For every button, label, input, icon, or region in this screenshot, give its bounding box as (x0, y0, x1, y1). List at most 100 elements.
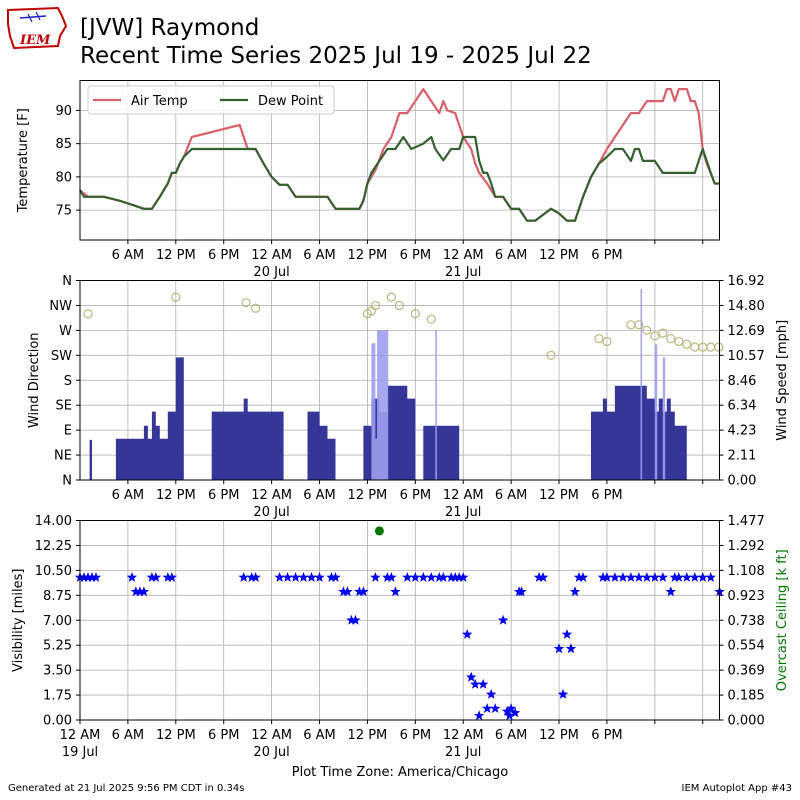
title-station: [JVW] Raymond (80, 15, 260, 41)
x-tick-label: 6 PM (400, 728, 431, 743)
visibility-marker (150, 572, 162, 582)
chart-title: [JVW] Raymond Recent Time Series 2025 Ju… (80, 14, 592, 70)
wind-direction-marker (546, 350, 556, 360)
visibility-marker (426, 572, 437, 582)
wind-direction-tick-label: E (64, 424, 72, 439)
date-label: 20 Jul (253, 745, 289, 760)
visibility-marker (246, 572, 257, 582)
visibility-marker (418, 572, 429, 582)
x-tick-label: 12 AM (251, 488, 292, 503)
wind-direction-marker (658, 328, 668, 338)
dew-point-line (79, 135, 720, 222)
visibility-marker (290, 572, 301, 582)
wind-speed-tick-label: 14.80 (728, 299, 765, 314)
visibility-marker (130, 586, 142, 597)
visibility-marker (298, 572, 309, 582)
visibility-marker (697, 572, 708, 582)
visibility-marker (474, 710, 485, 721)
wind-direction-marker (410, 309, 420, 319)
wind-direction-tick-label: NE (54, 449, 72, 464)
visibility-tick-label: 3.50 (43, 664, 72, 679)
app-note: IEM Autoplot App #43 (681, 783, 792, 794)
wind-speed-tick-label: 0.00 (728, 474, 757, 489)
visibility-marker (306, 572, 317, 582)
x-tick-label: 6 PM (400, 248, 431, 263)
visibility-marker (434, 572, 445, 582)
visibility-marker (342, 586, 353, 597)
visibility-tick-label: 1.75 (43, 689, 72, 704)
panel-frame (79, 520, 720, 721)
visibility-marker (665, 586, 676, 597)
visibility-marker (477, 678, 489, 689)
x-tick-label: 12 AM (443, 488, 484, 503)
x-tick-label: 12 PM (348, 728, 388, 743)
ceiling-tick-label: 0.923 (728, 589, 765, 604)
legend-box (87, 85, 335, 115)
visibility-tick-label: 12.25 (35, 539, 72, 554)
visibility-marker (505, 703, 517, 713)
wind-direction-marker (171, 292, 181, 302)
visibility-marker (274, 572, 285, 582)
ceiling-tick-label: 0.554 (728, 639, 765, 654)
x-tick-label: 12 AM (60, 728, 101, 743)
wind-direction-tick-label: SE (56, 399, 72, 414)
visibility-marker (382, 572, 393, 582)
panel-frame (79, 80, 720, 241)
x-axis-label: Plot Time Zone: America/Chicago (292, 765, 508, 780)
visibility-marker (438, 572, 449, 582)
generated-note: Generated at 21 Jul 2025 9:56 PM CDT in … (8, 783, 245, 794)
date-label: 21 Jul (445, 505, 481, 520)
x-tick-label: 12 AM (443, 728, 484, 743)
y-tick-label: 75 (55, 204, 72, 219)
visibility-marker (705, 572, 716, 582)
visibility-marker (533, 572, 545, 582)
x-tick-label: 6 AM (303, 728, 336, 743)
wind-direction-marker (241, 298, 251, 308)
ceiling-tick-label: 0.000 (728, 714, 765, 729)
x-tick-label: 6 PM (591, 248, 622, 263)
visibility-marker (641, 572, 653, 582)
wind-speed-bars (88, 357, 720, 480)
visibility-marker (454, 572, 465, 582)
wind-direction-marker (594, 334, 604, 344)
visibility-marker (238, 572, 249, 582)
x-tick-label: 6 AM (112, 728, 145, 743)
visibility-marker (162, 572, 174, 582)
y-axis-label: Temperature [F] (16, 108, 31, 213)
visibility-marker (601, 572, 613, 582)
visibility-marker (402, 572, 413, 582)
x-tick-label: 12 PM (348, 248, 388, 263)
visibility-marker (82, 572, 94, 582)
visibility-marker (617, 572, 629, 582)
visibility-marker (326, 572, 337, 582)
x-tick-label: 6 AM (303, 488, 336, 503)
date-label: 20 Jul (253, 505, 289, 520)
visibility-marker (450, 572, 461, 582)
wind-direction-tick-label: NW (49, 299, 72, 314)
x-tick-label: 6 PM (208, 488, 239, 503)
visibility-marker (557, 688, 569, 699)
legend-label-dew-point: Dew Point (258, 94, 323, 109)
x-tick-label: 12 PM (539, 248, 579, 263)
wind-direction-tick-label: W (59, 324, 72, 339)
x-tick-label: 6 AM (112, 248, 145, 263)
visibility-marker (410, 572, 421, 582)
date-label: 19 Jul (62, 745, 98, 760)
visibility-marker (516, 586, 527, 597)
visibility-marker (458, 572, 469, 582)
x-tick-label: 6 PM (208, 728, 239, 743)
x-tick-label: 12 PM (156, 488, 196, 503)
date-label: 20 Jul (253, 265, 289, 280)
panel-frame (79, 280, 720, 481)
visibility-marker (314, 572, 325, 582)
visibility-marker (669, 572, 680, 582)
ceiling-tick-label: 0.738 (728, 614, 765, 629)
wind-direction-marker (706, 342, 716, 352)
visibility-marker (497, 614, 509, 625)
wind-direction-tick-label: N (62, 274, 72, 289)
wind-direction-marker (690, 342, 700, 352)
wind-direction-marker (394, 300, 404, 311)
ceiling-tick-label: 1.292 (728, 539, 765, 554)
wind-direction-tick-label: S (64, 374, 72, 389)
visibility-marker (681, 572, 692, 582)
